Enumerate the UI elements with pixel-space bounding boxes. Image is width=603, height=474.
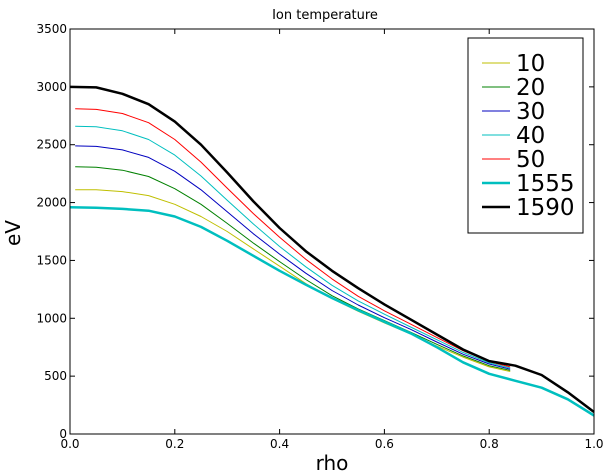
legend-label-50: 50 <box>516 147 545 173</box>
y-tick-label: 1000 <box>36 311 67 325</box>
legend-label-10: 10 <box>516 51 545 77</box>
x-tick-label: 0.6 <box>375 437 394 451</box>
series-line-50 <box>75 108 511 368</box>
legend-label-1590: 1590 <box>516 195 575 221</box>
x-tick-label: 1.0 <box>584 437 603 451</box>
series-line-40 <box>75 125 511 369</box>
axis-ticks: 0.0 0.2 0.4 0.6 0.8 1.0 0 500 1000 1500 2000 2500 30… <box>36 22 603 451</box>
x-tick-label: 0.8 <box>480 437 499 451</box>
y-tick-label: 2000 <box>36 196 67 210</box>
series-line-30 <box>75 145 511 370</box>
y-axis-label: eV <box>1 220 25 246</box>
x-tick-label: 0.2 <box>165 437 184 451</box>
legend-label-20: 20 <box>516 75 545 101</box>
series-line-10 <box>75 189 511 372</box>
y-tick-label: 2500 <box>36 138 67 152</box>
series-line-1590 <box>69 85 595 413</box>
legend-label-40: 40 <box>516 123 545 149</box>
y-tick-label: 1500 <box>36 253 67 267</box>
plot-lines <box>69 85 595 417</box>
legend-label-1555: 1555 <box>516 171 575 197</box>
legend-label-30: 30 <box>516 99 545 125</box>
series-line-20 <box>75 166 511 371</box>
chart-title: Ion temperature <box>272 8 378 23</box>
y-tick-label: 500 <box>44 369 67 383</box>
x-tick-label: 0.4 <box>270 437 289 451</box>
series-line-1555 <box>69 205 595 417</box>
y-tick-label: 3500 <box>36 22 67 36</box>
x-tick-label: 0.0 <box>60 437 79 451</box>
x-axis-label: rho <box>316 451 349 474</box>
plot-frame <box>69 28 595 435</box>
y-tick-label: 3000 <box>36 80 67 94</box>
y-tick-label: 0 <box>59 427 67 441</box>
